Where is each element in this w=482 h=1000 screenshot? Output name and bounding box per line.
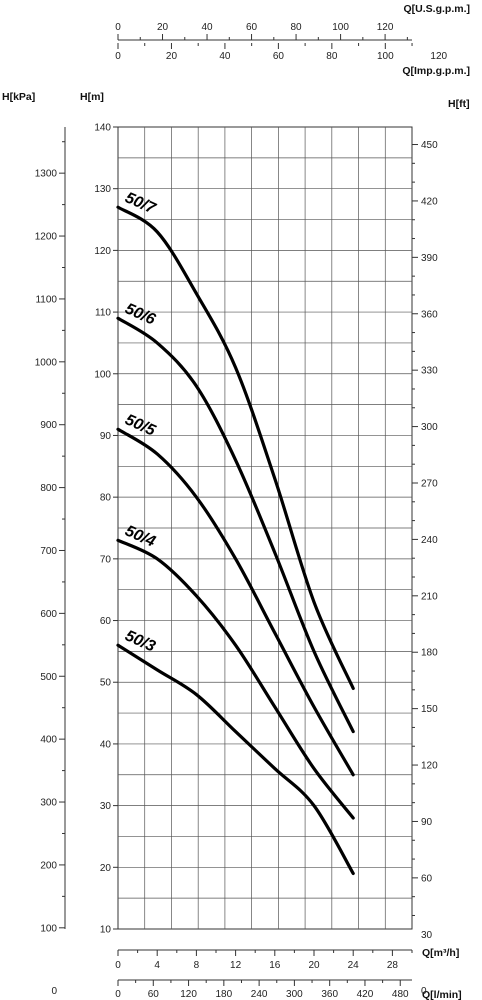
axis-title-h-m: H[m] — [80, 91, 104, 103]
q-usgpm-tick-label: 20 — [157, 22, 169, 33]
h-m-tick-label: 90 — [100, 431, 112, 442]
h-m-tick-label: 40 — [100, 739, 112, 750]
q-usgpm-tick-label: 60 — [246, 22, 258, 33]
q-m3h-tick-label: 4 — [154, 960, 160, 971]
h-kpa-tick-label: 1300 — [35, 169, 58, 180]
axis-title-h-ft: H[ft] — [448, 98, 470, 110]
curve-label-50-4: 50/4 — [122, 522, 157, 550]
q-impgpm-tick-label: 60 — [273, 51, 285, 62]
curves: 50/750/650/550/450/3 — [116, 189, 355, 876]
q-lmin-tick-label: 180 — [215, 989, 232, 1000]
h-kpa-tick-label: 1100 — [35, 294, 57, 305]
h-m-tick-label: 70 — [100, 554, 112, 565]
h-ft-tick-label: 450 — [421, 140, 438, 151]
h-kpa-tick-label: 700 — [40, 546, 57, 557]
h-kpa-tick-label: 300 — [40, 798, 57, 809]
q-impgpm-tick-label: 0 — [115, 51, 121, 62]
h-ft-tick-label: 330 — [421, 366, 438, 377]
q-usgpm-tick-label: 120 — [377, 22, 394, 33]
q-lmin-tick-label: 60 — [148, 989, 160, 1000]
h-ft-tick-label: 180 — [421, 648, 438, 659]
h-m-tick-label: 110 — [95, 308, 111, 319]
h-m-tick-label: 100 — [94, 369, 111, 380]
h-kpa-tick-label: 400 — [40, 735, 57, 746]
axis-title-h-kpa: H[kPa] — [2, 91, 35, 103]
h-ft-tick-label: 420 — [421, 196, 438, 207]
h-m-tick-label: 20 — [100, 863, 112, 874]
h-ft-tick-label: 150 — [421, 704, 438, 715]
q-usgpm-tick-label: 80 — [291, 22, 303, 33]
q-impgpm-tick-label: 100 — [377, 51, 394, 62]
q-usgpm-tick-label: 40 — [201, 22, 213, 33]
axis-title-q-m3h: Q[m³/h] — [422, 947, 459, 959]
q-lmin-tick-label: 0 — [115, 989, 121, 1000]
q-impgpm-tick-label: 80 — [326, 51, 338, 62]
curve-50-7 — [116, 205, 355, 690]
q-lmin-tick-label: 240 — [251, 989, 268, 1000]
q-lmin-tick-label: 120 — [180, 989, 197, 1000]
h-ft-tick-label: 60 — [421, 873, 433, 884]
h-m-tick-label: 10 — [100, 925, 112, 936]
h-m-tick-label: 140 — [94, 123, 111, 134]
axis-title-q-impgpm: Q[Imp.g.p.m.] — [402, 65, 470, 77]
h-kpa-tick-label: 200 — [40, 860, 57, 871]
q-lmin-tick-label: 360 — [321, 989, 338, 1000]
h-m-tick-label: 50 — [100, 678, 112, 689]
q-m3h-tick-label: 16 — [269, 960, 281, 971]
axes: Q[U.S.g.p.m.] Q[Imp.g.p.m.] H[kPa] H[m] … — [2, 3, 470, 1000]
q-lmin-tick-label: 420 — [357, 989, 374, 1000]
h-ft-tick-label: 30 — [421, 930, 433, 941]
h-ft-tick-label: 120 — [421, 761, 438, 772]
h-ft-tick-label: 210 — [421, 591, 438, 602]
q-m3h-tick-label: 24 — [348, 960, 360, 971]
h-ft-tick-label: 390 — [421, 253, 438, 264]
h-kpa-tick-label: 0 — [51, 986, 57, 997]
q-usgpm-tick-label: 0 — [115, 22, 121, 33]
h-ft-tick-label: 240 — [421, 535, 438, 546]
h-ft-tick-label: 360 — [421, 309, 438, 320]
h-m-tick-label: 120 — [94, 246, 111, 257]
h-kpa-tick-label: 800 — [40, 483, 57, 494]
h-ft-tick-label: 0 — [421, 986, 427, 997]
q-impgpm-tick-label: 20 — [166, 51, 178, 62]
h-kpa-tick-label: 1000 — [35, 357, 58, 368]
h-m-tick-label: 60 — [100, 616, 112, 627]
q-m3h-tick-label: 28 — [387, 960, 399, 971]
q-lmin-tick-label: 480 — [392, 989, 409, 1000]
h-m-tick-label: 130 — [94, 184, 111, 195]
h-kpa-tick-label: 600 — [40, 609, 57, 620]
axis-title-q-lmin: Q[l/min] — [422, 989, 462, 1000]
h-m-tick-label: 30 — [100, 801, 112, 812]
h-kpa-tick-label: 500 — [40, 672, 57, 683]
h-m-tick-label: 80 — [100, 493, 112, 504]
q-lmin-tick-label: 300 — [286, 989, 303, 1000]
h-kpa-tick-label: 1200 — [35, 232, 58, 243]
q-m3h-tick-label: 12 — [230, 960, 242, 971]
h-kpa-tick-label: 100 — [40, 923, 57, 934]
q-m3h-tick-label: 8 — [194, 960, 200, 971]
h-ft-tick-label: 90 — [421, 817, 433, 828]
h-ft-tick-label: 270 — [421, 478, 438, 489]
q-m3h-tick-label: 20 — [308, 960, 320, 971]
q-m3h-tick-label: 0 — [115, 960, 121, 971]
q-impgpm-tick-label: 120 — [430, 51, 447, 62]
curve-50-6 — [116, 316, 355, 734]
grid — [117, 126, 413, 930]
curve-50-5 — [116, 427, 355, 777]
q-impgpm-tick-label: 40 — [219, 51, 231, 62]
h-ft-tick-label: 300 — [421, 422, 438, 433]
axis-title-q-usgpm: Q[U.S.g.p.m.] — [404, 3, 471, 15]
curve-50-3 — [116, 643, 355, 876]
h-kpa-tick-label: 900 — [40, 420, 57, 431]
q-usgpm-tick-label: 100 — [332, 22, 349, 33]
curve-50-4 — [116, 538, 355, 820]
